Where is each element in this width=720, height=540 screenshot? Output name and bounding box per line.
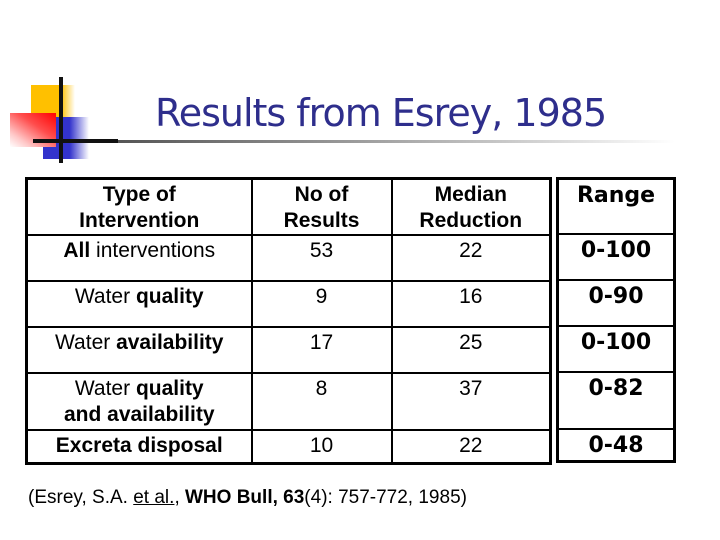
cell-median-reduction: 16 (390, 280, 552, 328)
citation-journal: WHO Bull, 63 (185, 487, 305, 508)
logo-horizontal-line (33, 139, 118, 143)
range-row: 0-48 (556, 427, 676, 463)
range-row: 0-90 (556, 278, 676, 327)
header-no-of-results: No of Results (250, 177, 393, 236)
cell-no-of-results: 53 (250, 234, 393, 282)
cell-range: 0-100 (556, 232, 676, 281)
range-header-row: Range (556, 177, 676, 235)
cell-range: 0-48 (556, 427, 676, 463)
cell-no-of-results: 8 (250, 372, 393, 431)
cell-median-reduction: 25 (390, 326, 552, 374)
cell-no-of-results: 10 (250, 429, 393, 464)
range-row: 0-100 (556, 232, 676, 281)
citation-text: (4): 757-772, 1985) (304, 487, 467, 508)
cell-intervention: All interventions (25, 234, 253, 282)
cell-no-of-results: 9 (250, 280, 393, 328)
cell-range: 0-90 (556, 278, 676, 327)
cell-intervention: Water availability (25, 326, 253, 374)
citation-text: , (174, 487, 185, 508)
table-row: Water quality and availability 8 37 (25, 372, 552, 431)
title-rule (33, 140, 688, 143)
cell-intervention: Excreta disposal (25, 429, 253, 464)
cell-range: 0-82 (556, 370, 676, 430)
cell-median-reduction: 22 (390, 234, 552, 282)
header-intervention: Type of Intervention (25, 177, 253, 236)
table-header-row: Type of Intervention No of Results Media… (25, 177, 552, 236)
label-regular: Water (74, 285, 136, 308)
table-row: Excreta disposal 10 22 (25, 429, 552, 464)
label-bold: quality and availability (63, 377, 215, 426)
range-row: 0-82 (556, 370, 676, 430)
table-row: Water quality 9 16 (25, 280, 552, 328)
table-row: Water availability 17 25 (25, 326, 552, 374)
label-bold: All (63, 239, 91, 262)
cell-intervention: Water quality and availability (25, 372, 253, 431)
cell-no-of-results: 17 (250, 326, 393, 374)
logo-vertical-line (59, 77, 63, 163)
range-table: Range 0-100 0-90 0-100 0-82 0-48 (556, 177, 676, 463)
citation-et-al: et al. (133, 487, 175, 508)
cell-range: 0-100 (556, 324, 676, 373)
header-range: Range (556, 177, 676, 235)
yellow-square-shape (31, 85, 75, 118)
table-row: All interventions 53 22 (25, 234, 552, 282)
cell-median-reduction: 37 (390, 372, 552, 431)
citation-text: (Esrey, S.A. (28, 487, 134, 508)
label-bold: availability (116, 331, 224, 354)
cell-median-reduction: 22 (390, 429, 552, 464)
results-table: Type of Intervention No of Results Media… (25, 177, 552, 465)
label-bold: Excreta disposal (55, 434, 223, 457)
range-row: 0-100 (556, 324, 676, 373)
citation: (Esrey, S.A. et al., WHO Bull, 63(4): 75… (28, 485, 467, 511)
slide-title: Results from Esrey, 1985 (155, 91, 607, 135)
label-regular: Water (55, 331, 117, 354)
cell-intervention: Water quality (25, 280, 253, 328)
label-regular: interventions (90, 239, 216, 262)
label-bold: quality (135, 285, 204, 308)
header-median-reduction: Median Reduction (390, 177, 552, 236)
label-regular: Water (74, 377, 136, 400)
